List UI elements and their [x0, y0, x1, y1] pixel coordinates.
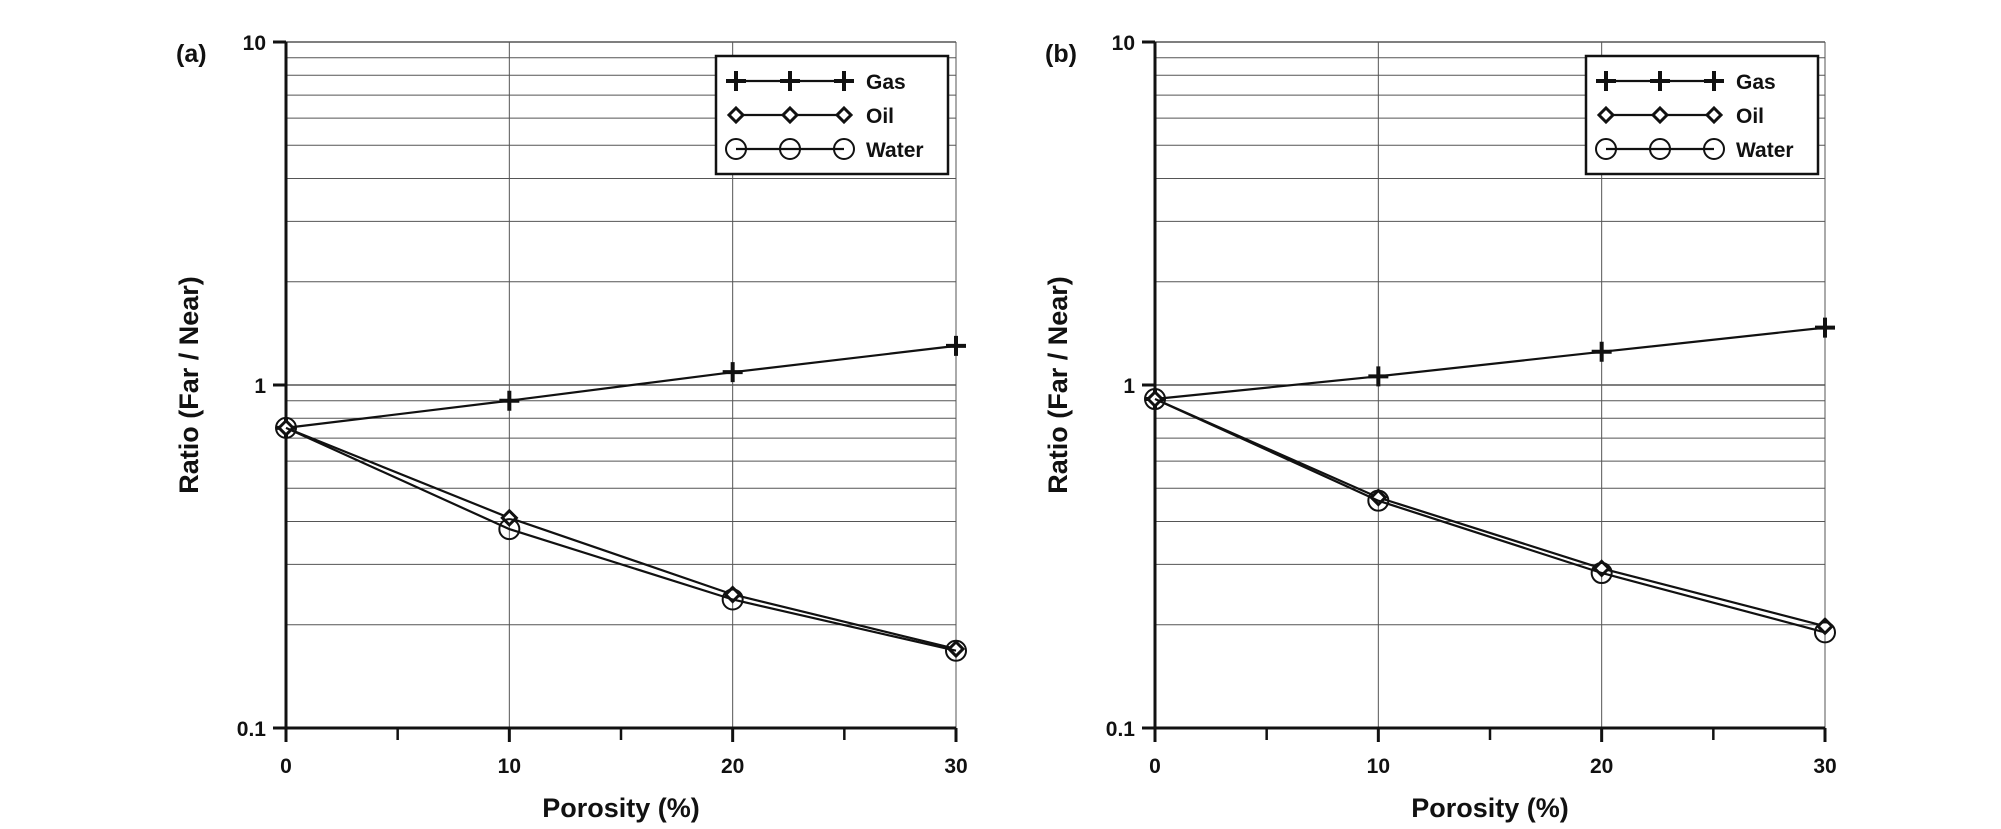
legend-marker	[1704, 71, 1724, 91]
legend-marker	[780, 71, 800, 91]
data-point	[946, 335, 966, 356]
data-point	[499, 390, 520, 411]
series-gas	[1145, 317, 1835, 410]
legend-marker	[726, 105, 746, 125]
legend-marker	[1650, 105, 1670, 125]
y-tick-label: 1	[254, 375, 266, 398]
legend-label: Gas	[1736, 71, 1776, 94]
y-tick-label: 1	[1123, 375, 1135, 398]
data-point	[1590, 562, 1613, 585]
x-tick-label: 10	[1367, 755, 1390, 778]
x-axis-title: Porosity (%)	[1411, 793, 1569, 823]
series-oil	[276, 418, 966, 659]
legend: Gas Oil Water	[714, 54, 950, 176]
series-water	[1144, 388, 1836, 644]
legend-marker	[1596, 71, 1616, 91]
data-point	[1367, 489, 1390, 512]
legend-marker	[1703, 138, 1725, 160]
legend-marker	[834, 71, 854, 91]
data-point	[498, 518, 521, 541]
data-point	[1815, 317, 1835, 338]
legend-label: Oil	[1736, 105, 1764, 128]
y-axis-title: Ratio (Far / Near)	[1043, 276, 1073, 494]
panel-label: (a)	[176, 40, 207, 68]
panel-label: (b)	[1045, 40, 1077, 68]
data-point	[722, 362, 743, 383]
y-axis-title: Ratio (Far / Near)	[174, 276, 204, 494]
series-line	[285, 426, 957, 652]
legend-marker	[1649, 138, 1671, 160]
x-tick-label: 0	[280, 755, 292, 778]
data-point	[275, 416, 297, 439]
y-tick-label: 0.1	[237, 718, 267, 741]
legend-marker	[834, 105, 854, 125]
series-oil	[1145, 389, 1835, 636]
series-line	[1154, 397, 1826, 628]
series-line	[1154, 326, 1826, 401]
data-point	[1368, 366, 1389, 387]
x-tick-label: 30	[944, 755, 967, 778]
legend-marker	[726, 71, 746, 91]
x-axis-title: Porosity (%)	[542, 793, 700, 823]
y-tick-label: 10	[1112, 32, 1135, 55]
x-tick-label: 30	[1813, 755, 1836, 778]
legend-label: Oil	[866, 105, 894, 128]
data-point	[1591, 341, 1612, 362]
data-point	[946, 639, 966, 659]
legend: Gas Oil Water	[1584, 54, 1820, 176]
legend-label: Water	[866, 139, 924, 162]
y-tick-label: 0.1	[1106, 718, 1136, 741]
legend-label: Water	[1736, 139, 1794, 162]
legend-marker	[1650, 71, 1670, 91]
legend-label: Gas	[866, 71, 906, 94]
legend-marker	[779, 138, 801, 160]
series-gas	[276, 335, 966, 438]
legend-marker	[725, 138, 747, 160]
data-point	[500, 508, 519, 527]
series-line	[285, 344, 957, 429]
x-tick-label: 20	[1590, 755, 1613, 778]
y-tick-label: 10	[243, 32, 266, 55]
x-tick-label: 0	[1149, 755, 1161, 778]
series-line	[285, 426, 957, 651]
legend-marker	[1704, 105, 1724, 125]
chart-panel-a: 0.1 1 10 0 10 20 30 Porosity (%) Ratio (Far / Ne…	[174, 32, 968, 823]
legend-marker	[1596, 105, 1616, 125]
data-point	[276, 418, 296, 437]
x-tick-label: 20	[721, 755, 744, 778]
legend-marker	[1595, 138, 1617, 160]
data-point	[1144, 388, 1166, 411]
series-line	[1154, 397, 1826, 634]
data-point	[945, 639, 967, 662]
series-water	[275, 416, 967, 662]
data-point	[721, 588, 744, 611]
x-tick-label: 10	[498, 755, 521, 778]
chart-panel-b: 0.1 1 10 0 10 20 30 Porosity (%) Ratio (Far / Ne…	[1043, 32, 1837, 823]
data-point	[1814, 621, 1836, 644]
legend-marker	[780, 105, 800, 125]
legend-marker	[833, 138, 855, 160]
